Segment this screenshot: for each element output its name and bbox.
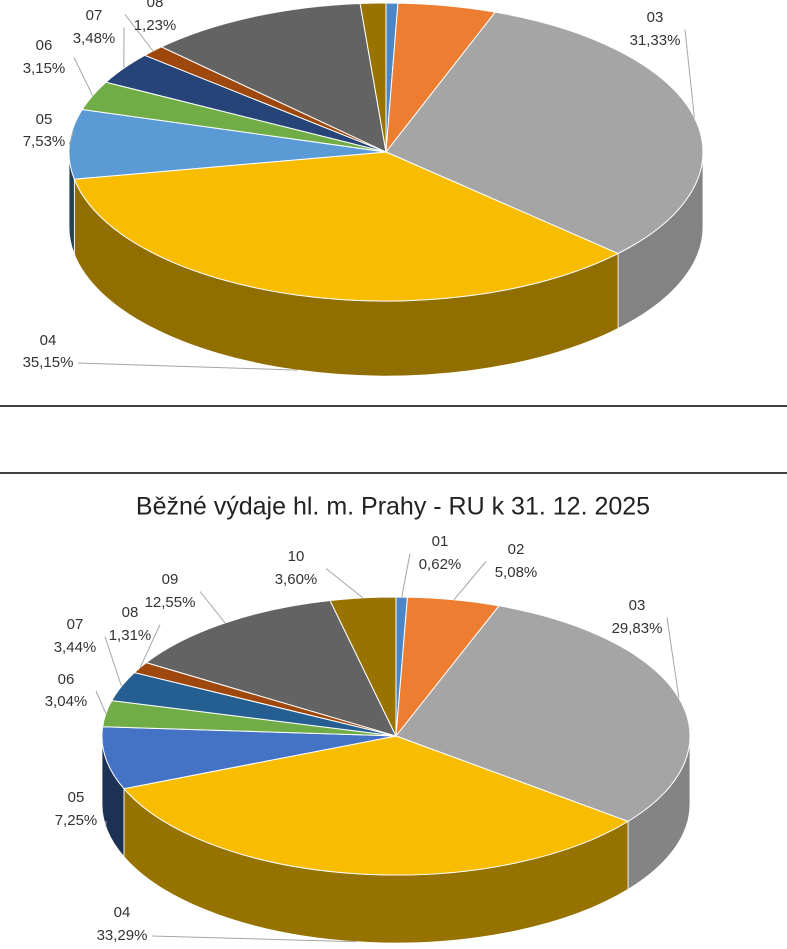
data-label-name: 10 [288,548,305,565]
data-label-name: 07 [67,616,84,633]
data-label-name: 06 [58,671,75,688]
data-label: 5,08% [495,564,538,581]
data-label-name: 07 [86,7,103,24]
data-label: 3,44% [54,639,97,656]
data-label-name: 03 [647,9,664,26]
data-label-name: 05 [36,111,53,128]
leader-line [325,568,364,599]
leader-line [453,561,487,601]
data-label-name: 04 [40,332,57,349]
chart-title: Běžné výdaje hl. m. Prahy - RU k 31. 12.… [136,493,650,521]
slice [329,596,397,737]
data-label-name: 04 [114,904,131,921]
data-label-name: 09 [162,571,179,588]
data-label-name: 02 [508,541,525,558]
data-label-name: 08 [147,0,164,11]
slice [145,600,397,737]
leader-line [199,591,226,624]
data-label: 3,04% [45,693,88,710]
data-label: 33,29% [97,927,148,944]
slice [122,735,630,876]
leader-line [77,362,298,371]
data-label: 35,15% [23,354,74,371]
data-label-name: 01 [432,533,449,550]
data-label-name: 05 [68,789,85,806]
data-label: 12,55% [145,594,196,611]
leader-line [684,29,695,118]
data-label-name: 08 [122,604,139,621]
data-label: 29,83% [612,620,663,637]
data-label: 1,31% [109,627,152,644]
leader-line [95,690,107,714]
data-label: 0,62% [419,556,462,573]
leader-line [104,636,122,687]
leader-line [401,553,411,598]
data-label: 3,15% [23,60,66,77]
data-label: 3,60% [275,571,318,588]
slice [359,2,387,153]
slice [385,11,704,255]
data-label: 1,23% [134,17,177,34]
slice [101,726,397,790]
leader-line [73,57,94,96]
data-label: 7,25% [55,812,98,829]
leader-line [139,624,161,668]
data-label-name: 06 [36,37,53,54]
data-label: 7,53% [23,133,66,150]
leader-line [151,935,357,943]
slice [73,151,620,302]
data-label-name: 03 [629,597,646,614]
leader-line [124,14,154,52]
leader-line [666,617,680,699]
slice [160,2,387,153]
leader-line [68,130,75,145]
data-label: 31,33% [630,32,681,49]
data-label: 3,48% [73,30,116,47]
